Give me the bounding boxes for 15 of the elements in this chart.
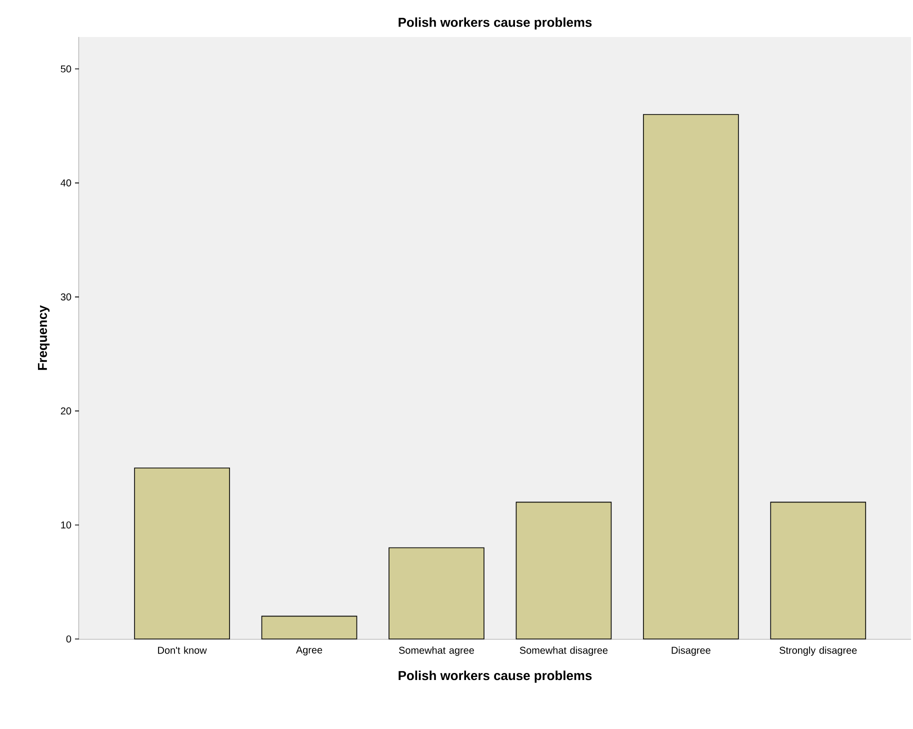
chart-title: Polish workers cause problems <box>398 17 592 30</box>
x-tick-label: Agree <box>296 646 322 656</box>
y-tick-label: 10 <box>61 521 72 528</box>
x-tick-label: Somewhat agree <box>399 646 474 656</box>
x-tick-label: Disagree <box>672 646 710 656</box>
y-axis-title: Frequency <box>38 305 50 370</box>
x-axis-title: Polish workers cause problems <box>398 670 592 683</box>
x-tick-label: Don't know <box>158 646 207 654</box>
x-tick-label: Somewhat disagree <box>520 646 608 656</box>
y-tick-label: 50 <box>60 65 72 72</box>
y-tick-label: 40 <box>60 179 72 186</box>
y-tick-label: 20 <box>60 407 72 414</box>
y-tick-label: 30 <box>60 293 72 300</box>
y-tick-label: 0 <box>66 635 72 643</box>
x-tick-label: Strongly disagree <box>780 646 857 656</box>
